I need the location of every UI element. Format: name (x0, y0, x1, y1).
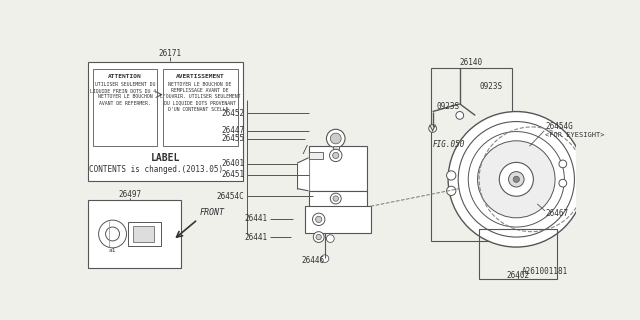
Bar (308, 152, 323, 158)
Text: 26497: 26497 (119, 190, 142, 199)
Bar (308, 191, 367, 231)
Circle shape (330, 133, 341, 144)
Text: 0923S: 0923S (479, 82, 502, 91)
Circle shape (330, 149, 342, 162)
Text: 26467: 26467 (545, 210, 568, 219)
Bar (308, 146, 367, 191)
Text: A261001181: A261001181 (522, 267, 568, 276)
Text: NETTOYER LE BOUCHON DE: NETTOYER LE BOUCHON DE (168, 82, 232, 87)
Text: UTILISER SEULEMENT DU: UTILISER SEULEMENT DU (95, 82, 155, 87)
Circle shape (106, 227, 120, 241)
Circle shape (447, 186, 456, 196)
Circle shape (499, 162, 533, 196)
Text: 26441: 26441 (244, 214, 268, 223)
Circle shape (456, 112, 463, 119)
Circle shape (468, 132, 564, 227)
Circle shape (458, 122, 575, 237)
Bar (132, 226, 154, 242)
Bar (88, 61, 243, 181)
Circle shape (330, 193, 341, 204)
Bar (128, 222, 161, 246)
Text: /: / (301, 145, 308, 155)
Circle shape (316, 234, 321, 240)
Circle shape (333, 152, 339, 158)
Text: 26446: 26446 (301, 256, 324, 265)
Circle shape (333, 196, 339, 201)
Text: AVANT DE REFERMER.: AVANT DE REFERMER. (99, 100, 151, 106)
Bar (333, 146, 339, 150)
Circle shape (447, 171, 456, 180)
Text: DU LIQUIDE DOTS PROVENANT: DU LIQUIDE DOTS PROVENANT (164, 100, 236, 106)
Text: LABEL: LABEL (150, 153, 180, 163)
Bar (88, 200, 180, 268)
Circle shape (326, 235, 334, 243)
Text: 0923S: 0923S (436, 102, 460, 111)
Text: 26171: 26171 (158, 49, 182, 58)
Text: <FOR EYESIGHT>: <FOR EYESIGHT> (545, 132, 605, 138)
Text: 26454C: 26454C (216, 192, 244, 201)
Text: 26402: 26402 (506, 271, 529, 280)
Text: FIG.050: FIG.050 (433, 140, 465, 149)
Circle shape (477, 141, 555, 218)
Text: NETTOYER LE BOUCHON: NETTOYER LE BOUCHON (98, 94, 152, 100)
Text: 26454G: 26454G (545, 123, 573, 132)
Circle shape (559, 160, 566, 168)
Polygon shape (297, 158, 308, 191)
Text: 26447: 26447 (221, 126, 244, 135)
Text: LIQUIDE FREIN DOTS DU 4.: LIQUIDE FREIN DOTS DU 4. (90, 88, 159, 93)
Circle shape (559, 179, 566, 187)
Circle shape (326, 129, 345, 148)
Text: 26401: 26401 (221, 159, 244, 168)
Circle shape (321, 255, 329, 262)
Bar (479, 229, 557, 279)
Circle shape (312, 213, 325, 226)
Circle shape (316, 216, 322, 222)
Circle shape (509, 172, 524, 187)
Text: REMPLISSAGE AVANT DE: REMPLISSAGE AVANT DE (172, 88, 229, 93)
Circle shape (313, 232, 324, 243)
Text: AVERTISSEMENT: AVERTISSEMENT (176, 74, 225, 79)
Bar (163, 69, 238, 146)
Circle shape (513, 176, 520, 182)
Text: 26452: 26452 (221, 108, 244, 117)
Bar (93, 69, 157, 146)
Bar (431, 68, 513, 241)
Text: a1: a1 (109, 248, 116, 253)
Circle shape (99, 220, 127, 248)
Text: ATTENTION: ATTENTION (108, 74, 142, 79)
Text: CONTENTS is changed.(2013.05): CONTENTS is changed.(2013.05) (90, 165, 223, 174)
Bar (305, 206, 371, 233)
Text: 26451: 26451 (221, 170, 244, 179)
Text: L'OUVRIR. UTILISER SEULEMENT: L'OUVRIR. UTILISER SEULEMENT (160, 94, 241, 100)
Text: D'UN CONTENANT SCELLE.: D'UN CONTENANT SCELLE. (168, 107, 232, 112)
Circle shape (429, 124, 436, 132)
Text: 26441: 26441 (244, 233, 268, 242)
Circle shape (448, 112, 584, 247)
Text: 26140: 26140 (460, 58, 483, 67)
Text: 26455: 26455 (221, 134, 244, 143)
Text: FRONT: FRONT (199, 208, 225, 217)
